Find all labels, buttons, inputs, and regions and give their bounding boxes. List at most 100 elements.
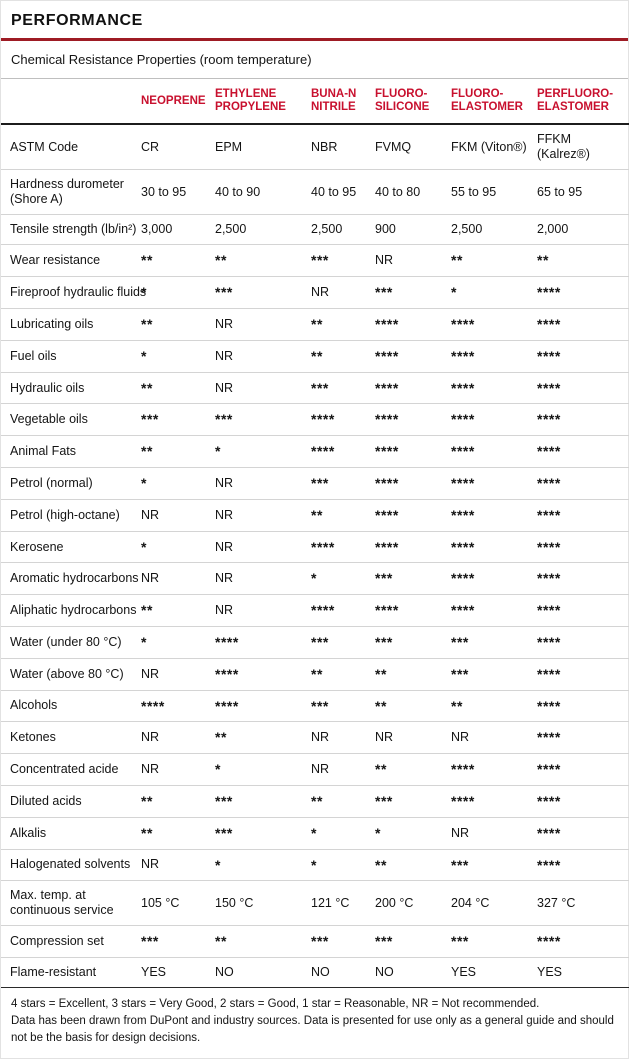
cell-value: **** (215, 634, 239, 650)
cell-value: 2,500 (311, 222, 343, 237)
cell-value: 40 to 95 (311, 184, 357, 199)
cell-value: **** (375, 411, 399, 428)
cell-value: **** (451, 506, 475, 523)
cell-value: * (215, 443, 221, 460)
cell-value: **** (451, 602, 475, 619)
cell-value: **** (537, 347, 561, 364)
cell-value: FFKM (Kalrez®) (537, 132, 590, 162)
row-label: Lubricating oils (10, 316, 94, 331)
table-row: Halogenated solvents NR * * ** *** **** (1, 849, 629, 881)
cell-value: * (141, 347, 147, 364)
cell-value: **** (537, 792, 561, 809)
chemical-resistance-table: NEOPRENE ETHYLENE PROPYLENE BUNA-N NITRILE… (1, 79, 629, 988)
cell-value: *** (311, 697, 329, 714)
column-header: ETHYLENE PROPYLENE (209, 79, 305, 126)
table-row: Alcohols **** **** *** ** ** **** (1, 690, 629, 722)
cell-value: **** (537, 761, 561, 778)
cell-value: **** (537, 538, 561, 555)
cell-value: * (141, 634, 147, 650)
cell-value: NR (215, 475, 234, 490)
cell-value: **** (451, 570, 475, 587)
cell-value: ** (141, 792, 153, 809)
cell-value: ** (141, 379, 153, 396)
cell-value: * (141, 475, 147, 492)
row-label: ASTM Code (10, 139, 79, 154)
cell-value: **** (451, 475, 475, 492)
cell-value: **** (311, 602, 335, 619)
cell-value: ** (537, 252, 549, 269)
cell-value: *** (215, 792, 233, 809)
column-header: FLUORO- ELASTOMER (445, 79, 531, 126)
row-label: Halogenated solvents (10, 857, 131, 872)
cell-value: ** (311, 792, 323, 809)
table-row: Max. temp. at continuous service 105 °C 15… (1, 881, 629, 926)
disclaimer-text: Data has been drawn from DuPont and indu… (11, 1014, 614, 1044)
cell-value: ** (451, 252, 463, 269)
cell-value: ** (311, 506, 323, 523)
cell-value: * (375, 824, 381, 841)
cell-value: NR (141, 666, 160, 681)
cell-value: **** (375, 379, 399, 396)
cell-value: **** (451, 761, 475, 778)
cell-value: **** (537, 634, 561, 650)
cell-value: * (141, 284, 147, 301)
header-row: NEOPRENE ETHYLENE PROPYLENE BUNA-N NITRILE… (1, 79, 629, 126)
cell-value: 105 °C (141, 895, 180, 910)
row-label: Vegetable oils (10, 412, 88, 427)
row-label: Alcohols (10, 698, 58, 713)
cell-value: **** (375, 602, 399, 619)
cell-value: 65 to 95 (537, 184, 583, 199)
table-row: Aliphatic hydrocarbons ** NR **** **** **** **… (1, 595, 629, 627)
cell-value: ** (375, 856, 387, 873)
cell-value: *** (311, 933, 329, 950)
cell-value: *** (311, 379, 329, 396)
cell-value: *** (141, 411, 159, 428)
row-label: Fuel oils (10, 348, 57, 363)
table-body: ASTM Code CR EPM NBR FVMQ FKM (Viton®) FFKM (K… (1, 124, 629, 988)
row-label: Aromatic hydrocarbons (10, 571, 139, 586)
row-label: Alkalis (10, 825, 47, 840)
cell-value: **** (451, 379, 475, 396)
cell-value: 121 °C (311, 895, 350, 910)
cell-value: **** (375, 316, 399, 333)
cell-value: 204 °C (451, 895, 490, 910)
cell-value: **** (215, 697, 239, 714)
cell-value: **** (375, 538, 399, 555)
cell-value: **** (451, 411, 475, 428)
table-row: Concentrated acide NR * NR ** **** **** (1, 754, 629, 786)
cell-value: *** (375, 284, 393, 301)
table-row: Fuel oils * NR ** **** **** **** (1, 340, 629, 373)
cell-value: NR (141, 507, 160, 522)
footnote: 4 stars = Excellent, 3 stars = Very Good… (1, 988, 628, 1058)
cell-value: ** (311, 665, 323, 682)
cell-value: **** (311, 443, 335, 460)
cell-value: 2,500 (451, 222, 483, 237)
cell-value: **** (537, 602, 561, 619)
cell-value: **** (375, 475, 399, 492)
cell-value: ** (141, 443, 153, 460)
cell-value: CR (141, 139, 160, 154)
cell-value: *** (375, 570, 393, 587)
cell-value: NO (311, 965, 330, 980)
row-label: Flame-resistant (10, 965, 97, 980)
table-row: Water (above 80 °C) NR **** ** ** *** **** (1, 658, 629, 691)
cell-value: *** (215, 284, 233, 301)
table-row: Petrol (normal) * NR *** **** **** **** (1, 468, 629, 500)
cell-value: **** (537, 697, 561, 714)
cell-value: ** (375, 761, 387, 778)
cell-value: **** (375, 347, 399, 364)
table-row: Water (under 80 °C) * **** *** *** *** **** (1, 627, 629, 659)
cell-value: **** (451, 443, 475, 460)
cell-value: **** (537, 443, 561, 460)
cell-value: **** (215, 665, 239, 682)
table-row: Compression set *** ** *** *** *** **** (1, 926, 629, 958)
row-label: Diluted acids (10, 793, 82, 808)
cell-value: *** (141, 933, 159, 950)
cell-value: *** (375, 634, 393, 650)
corner-cell (1, 79, 135, 126)
cell-value: ** (141, 824, 153, 841)
cell-value: 150 °C (215, 895, 254, 910)
cell-value: * (451, 284, 457, 301)
cell-value: **** (537, 379, 561, 396)
cell-value: 2,500 (215, 222, 247, 237)
